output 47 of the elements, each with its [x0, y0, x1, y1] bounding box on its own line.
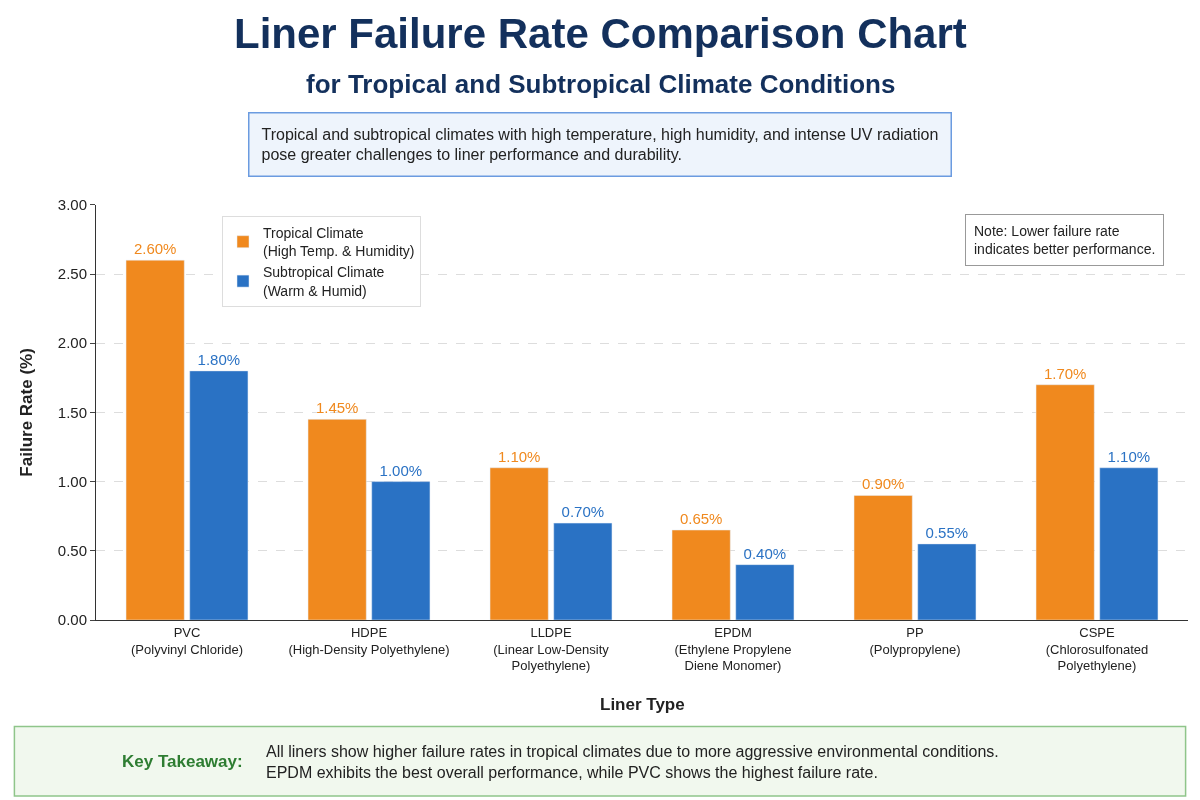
y-tick-label: 0.50 [57, 542, 87, 560]
data-label: 0.55% [925, 523, 969, 541]
bar [735, 564, 795, 620]
chart-title: Liner Failure Rate Comparison Chart [234, 10, 967, 57]
y-tick-label: 1.50 [57, 403, 87, 421]
data-label: 0.40% [743, 544, 787, 562]
data-label: 1.80% [197, 350, 241, 368]
data-label: 1.70% [1043, 364, 1087, 382]
chart-subtitle: for Tropical and Subtropical Climate Conditions [306, 69, 896, 99]
x-tick-label: HDPE (High-Density Polyethylene) [288, 624, 450, 657]
legend-label: Tropical Climate (High Temp. & Humidity) [263, 225, 415, 260]
text: Tropical and subtropical climates with high temperature, high humidity, and intense UV radiation pose greater challenges to liner performance and durability. [261, 125, 939, 164]
x-tick-label: EPDM (Ethylene Propylene Diene Monomer) [674, 624, 792, 674]
y-tick-label: 1.00 [57, 472, 87, 490]
y-tick-label: 0.00 [57, 611, 87, 629]
y-tick-label: 3.00 [57, 196, 87, 214]
data-label: 1.10% [1107, 447, 1151, 465]
bar [307, 419, 367, 620]
text: All liners show higher failure rates in tropical climates due to more aggressive environmental conditions. EPDM exhibits the best overall performance, while PVC shows the highest failure rate. [266, 743, 999, 781]
bar [489, 467, 549, 620]
text: Key Takeaway: [122, 752, 243, 771]
bar [671, 529, 731, 620]
bar [553, 522, 613, 620]
legend-label: Subtropical Climate (Warm & Humid) [263, 264, 385, 299]
y-tick-label: 2.50 [57, 265, 87, 283]
x-tick-label: CSPE (Chlorosulfonated Polyethylene) [1045, 624, 1149, 674]
bar [1099, 467, 1159, 620]
bar [371, 481, 431, 620]
x-tick-label: PVC (Polyvinyl Chloride) [131, 624, 243, 657]
data-label: 0.70% [561, 503, 605, 521]
data-label: 1.10% [497, 447, 541, 465]
data-label: 0.90% [861, 475, 905, 493]
y-axis-title: Failure Rate (%) [17, 348, 37, 477]
x-axis-title: Liner Type [600, 695, 685, 714]
x-tick-label: PP (Polypropylene) [869, 624, 961, 657]
data-label: 0.65% [679, 510, 723, 528]
x-tick-label: LLDPE (Linear Low-Density Polyethylene) [493, 624, 610, 674]
data-label: 1.45% [315, 399, 359, 417]
data-label: 2.60% [133, 240, 177, 258]
data-label: 1.00% [379, 461, 423, 479]
y-tick-label: 2.00 [57, 334, 87, 352]
annotation: Note: Lower failure rate indicates better performance. [974, 223, 1156, 258]
bar [853, 495, 913, 620]
bar [189, 370, 249, 620]
bar [917, 543, 977, 620]
bar [1035, 384, 1095, 620]
bar [125, 259, 185, 620]
